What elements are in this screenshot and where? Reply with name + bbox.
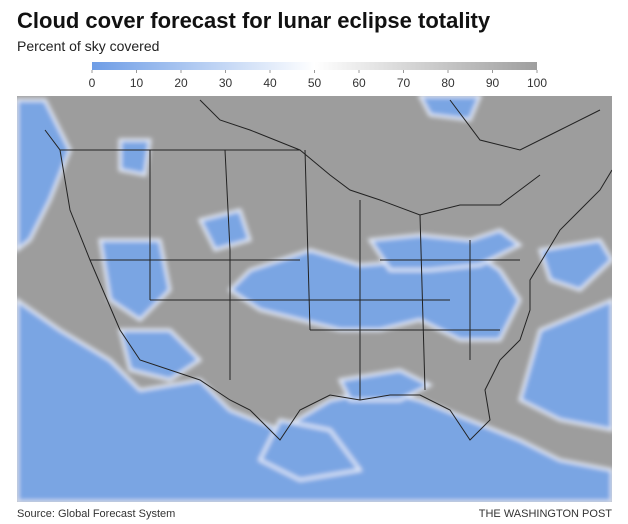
legend-tick-label: 10 xyxy=(130,76,144,90)
legend-tick-label: 20 xyxy=(174,76,188,90)
cloud-layer xyxy=(17,96,612,502)
legend-tick-label: 30 xyxy=(219,76,233,90)
legend-tick-label: 0 xyxy=(89,76,96,90)
legend-tick-label: 70 xyxy=(397,76,411,90)
color-legend: 0 10 20 30 40 50 60 70 80 90 100 xyxy=(89,62,547,90)
color-bar xyxy=(92,62,537,70)
legend-tick-label: 60 xyxy=(352,76,366,90)
legend-tick-label: 50 xyxy=(308,76,322,90)
source: Source: Global Forecast System xyxy=(17,508,176,520)
legend-tick-label: 40 xyxy=(263,76,277,90)
legend-tick-label: 80 xyxy=(441,76,455,90)
credit: THE WASHINGTON POST xyxy=(478,508,612,520)
legend-tick-label: 90 xyxy=(486,76,500,90)
legend-tick-label: 100 xyxy=(527,76,547,90)
title: Cloud cover forecast for lunar eclipse t… xyxy=(17,8,491,33)
subtitle: Percent of sky covered xyxy=(17,38,160,54)
